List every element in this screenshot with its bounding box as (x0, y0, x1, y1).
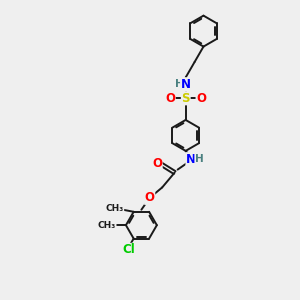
Text: H: H (195, 154, 204, 164)
Text: N: N (181, 78, 191, 91)
Text: CH₃: CH₃ (98, 221, 116, 230)
Text: O: O (196, 92, 206, 105)
Text: O: O (145, 191, 155, 204)
Text: CH₃: CH₃ (106, 204, 124, 213)
Text: Cl: Cl (122, 243, 135, 256)
Text: O: O (152, 157, 162, 169)
Text: O: O (165, 92, 175, 105)
Text: H: H (175, 79, 184, 89)
Text: N: N (186, 153, 196, 166)
Text: S: S (182, 92, 190, 105)
